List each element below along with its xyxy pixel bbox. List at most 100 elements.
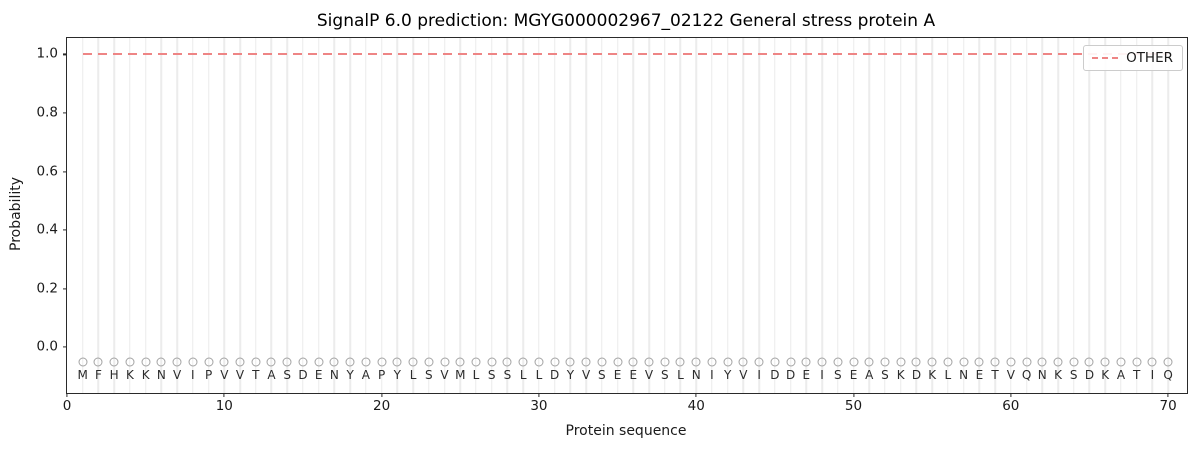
- residue-letter: Y: [566, 368, 575, 383]
- gridline: [553, 38, 556, 393]
- residue-circle-marker: [345, 357, 355, 367]
- residue-circle-marker: [786, 357, 796, 367]
- gridline: [302, 38, 304, 393]
- gridline: [711, 38, 713, 393]
- residue-letter: S: [1069, 368, 1078, 383]
- residue-circle-marker: [817, 357, 827, 367]
- gridline: [679, 38, 682, 393]
- gridline: [632, 38, 635, 393]
- gridline: [899, 38, 902, 393]
- residue-circle-marker: [219, 357, 229, 367]
- y-tick: [63, 229, 67, 231]
- residue-circle-marker: [361, 357, 371, 367]
- residue-letter: P: [377, 368, 386, 383]
- y-tick-label: 0.4: [36, 221, 58, 238]
- y-tick: [63, 112, 67, 114]
- gridline: [978, 38, 981, 393]
- residue-letter: S: [503, 368, 512, 383]
- residue-letter: K: [1054, 368, 1062, 383]
- residue-circle-marker: [911, 357, 921, 367]
- x-tick: [1167, 393, 1169, 397]
- residue-letter: D: [770, 368, 780, 383]
- residue-letter: E: [613, 368, 622, 383]
- residue-circle-marker: [565, 357, 575, 367]
- residue-circle-marker: [707, 357, 717, 367]
- x-tick-label: 30: [530, 398, 548, 414]
- residue-circle-marker: [974, 357, 984, 367]
- residue-circle-marker: [156, 357, 166, 367]
- residue-letter: S: [881, 368, 889, 383]
- residue-letter: K: [141, 368, 150, 383]
- gridline: [742, 38, 745, 393]
- residue-letter: E: [629, 368, 638, 383]
- x-tick-label: 0: [62, 398, 72, 414]
- residue-letter: K: [1101, 368, 1110, 383]
- residue-circle-marker: [660, 357, 670, 367]
- residue-circle-marker: [754, 357, 764, 367]
- y-tick-label: 0.2: [36, 279, 58, 296]
- gridline: [144, 38, 147, 393]
- residue-letter: N: [959, 368, 969, 383]
- residue-letter: D: [1084, 368, 1095, 383]
- residue-letter: M: [77, 368, 88, 383]
- residue-circle-marker: [314, 357, 324, 367]
- gridline: [931, 38, 933, 393]
- residue-letter: V: [644, 368, 654, 383]
- residue-circle-marker: [109, 357, 119, 367]
- residue-circle-marker: [597, 357, 607, 367]
- residue-circle-marker: [864, 357, 874, 367]
- gridline: [459, 38, 461, 393]
- gridline: [648, 38, 650, 393]
- residue-circle-marker: [534, 357, 544, 367]
- x-tick-label: 50: [844, 398, 863, 414]
- residue-circle-marker: [959, 357, 969, 367]
- residue-circle-marker: [392, 357, 402, 367]
- gridline: [522, 38, 524, 393]
- residue-letter: A: [1116, 368, 1126, 383]
- gridline: [239, 38, 241, 393]
- residue-circle-marker: [518, 357, 528, 367]
- residue-letter: T: [252, 368, 260, 383]
- residue-letter: S: [660, 368, 669, 383]
- residue-letter: V: [440, 368, 449, 383]
- residue-circle-marker: [471, 357, 481, 367]
- residue-circle-marker: [455, 357, 465, 367]
- gridline: [1072, 38, 1075, 393]
- residue-letter: V: [739, 368, 748, 383]
- residue-letter: N: [691, 368, 701, 383]
- residue-circle-marker: [738, 357, 748, 367]
- residue-letter: S: [283, 368, 292, 383]
- residue-letter: K: [928, 368, 937, 383]
- residue-letter: I: [1150, 368, 1155, 383]
- x-tick: [695, 393, 697, 397]
- residue-circle-marker: [502, 357, 512, 367]
- residue-letter: I: [710, 368, 714, 383]
- residue-circle-marker: [628, 357, 638, 367]
- residue-letter: D: [298, 368, 308, 383]
- residue-circle-marker: [990, 357, 1000, 367]
- residue-letter: L: [519, 368, 527, 383]
- gridline: [443, 38, 446, 393]
- gridline: [270, 38, 273, 393]
- gridline: [616, 38, 619, 393]
- residue-letter: L: [535, 368, 543, 383]
- gridline: [789, 38, 792, 393]
- legend: OTHER: [1083, 45, 1183, 72]
- x-tick: [1010, 393, 1012, 397]
- gridline: [317, 38, 320, 393]
- residue-circle-marker: [235, 357, 245, 367]
- residue-letter: N: [329, 368, 339, 383]
- gridline: [1135, 38, 1138, 393]
- residue-circle-marker: [1147, 357, 1157, 367]
- residue-letter: N: [156, 368, 166, 383]
- residue-letter: Y: [346, 368, 354, 383]
- gridline: [286, 38, 288, 393]
- gridline: [506, 38, 509, 393]
- residue-circle-marker: [424, 357, 434, 367]
- residue-letter: V: [173, 368, 182, 383]
- residue-letter: A: [361, 368, 370, 383]
- gridline: [1010, 38, 1012, 393]
- gridline: [223, 38, 226, 393]
